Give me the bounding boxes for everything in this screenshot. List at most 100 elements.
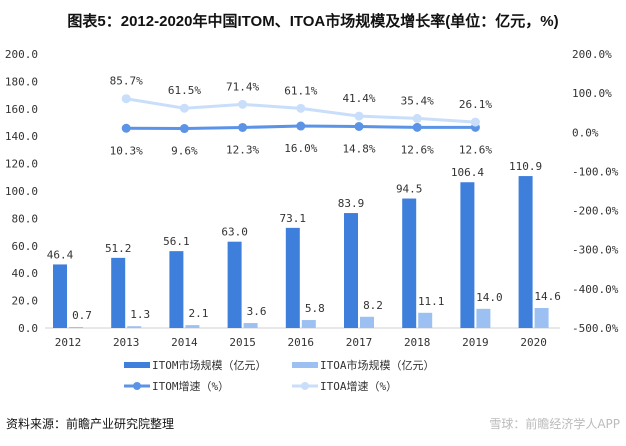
left-tick-label: 0.0: [18, 322, 38, 335]
bar-data-label: 14.0: [476, 291, 503, 304]
legend-marker: [301, 382, 309, 390]
left-tick-label: 60.0: [12, 240, 39, 253]
right-tick-label: -200.0%: [572, 205, 619, 218]
bar-itom: [285, 227, 300, 328]
bar-data-label: 2.1: [188, 307, 208, 320]
bar-itom: [402, 198, 417, 328]
bar-data-label: 106.4: [451, 166, 484, 179]
right-tick-label: -400.0%: [572, 283, 619, 296]
bar-data-label: 51.2: [105, 242, 132, 255]
line-point: [354, 111, 364, 121]
line-data-label: 71.4%: [226, 80, 259, 93]
right-tick-label: 200.0%: [572, 48, 612, 61]
left-tick-label: 20.0: [12, 295, 39, 308]
bar-data-label: 94.5: [396, 183, 423, 196]
legend-label: ITOM市场规模（亿元）: [152, 358, 267, 372]
bar-itoa: [127, 326, 142, 328]
bar-data-label: 14.6: [534, 290, 561, 303]
line-point: [121, 123, 131, 133]
x-tick-label: 2019: [462, 336, 489, 349]
line-data-label: 85.7%: [110, 75, 143, 88]
left-tick-label: 140.0: [5, 130, 38, 143]
right-tick-label: 100.0%: [572, 87, 612, 100]
line-data-label: 14.8%: [342, 142, 375, 155]
left-tick-label: 80.0: [12, 212, 39, 225]
bar-itoa: [185, 325, 200, 328]
bar-data-label: 46.4: [47, 248, 74, 261]
line-point: [354, 121, 364, 131]
line-data-label: 61.1%: [284, 84, 317, 97]
bar-itom: [460, 182, 475, 328]
line-data-label: 41.4%: [342, 92, 375, 105]
bar-itoa: [476, 308, 491, 328]
right-tick-label: -100.0%: [572, 165, 619, 178]
bar-data-label: 110.9: [509, 160, 542, 173]
line-data-label: 16.0%: [284, 142, 317, 155]
source-note: 资料来源：前瞻产业研究院整理: [6, 416, 174, 431]
x-tick-label: 2017: [346, 336, 373, 349]
bar-itoa: [301, 320, 316, 328]
bar-itom: [111, 257, 126, 328]
line-point: [179, 103, 189, 113]
x-tick-label: 2015: [229, 336, 256, 349]
bar-itoa: [360, 316, 374, 328]
x-tick-label: 2012: [55, 336, 82, 349]
legend-label: ITOA增速（%）: [320, 379, 397, 393]
x-tick-label: 2014: [171, 336, 198, 349]
bar-data-label: 1.3: [130, 308, 150, 321]
bar-itoa: [243, 323, 258, 328]
line-data-label: 12.6%: [401, 143, 434, 156]
line-data-label: 61.5%: [168, 84, 201, 97]
right-tick-label: -500.0%: [572, 322, 619, 335]
bar-data-label: 83.9: [338, 197, 365, 210]
watermark-text: 雪球：前瞻经济学人APP: [489, 416, 620, 431]
bar-itom: [53, 264, 67, 328]
bar-itoa: [69, 327, 83, 328]
bar-data-label: 5.8: [305, 302, 325, 315]
legend-marker: [133, 382, 141, 390]
bar-data-label: 56.1: [163, 235, 190, 248]
right-tick-label: 0.0%: [572, 126, 599, 139]
bar-itom: [227, 241, 242, 328]
x-tick-label: 2016: [288, 336, 315, 349]
bar-itom: [344, 213, 358, 328]
bar-data-label: 63.0: [221, 226, 248, 239]
left-tick-label: 160.0: [5, 103, 38, 116]
legend-label: ITOA市场规模（亿元）: [320, 358, 435, 372]
line-point: [121, 94, 131, 104]
line-data-label: 35.4%: [401, 94, 434, 107]
left-tick-label: 120.0: [5, 158, 38, 171]
x-tick-label: 2013: [113, 336, 140, 349]
legend-label: ITOM增速（%）: [152, 379, 229, 393]
line-point: [412, 122, 422, 132]
bar-data-label: 8.2: [363, 299, 383, 312]
bar-itom: [518, 176, 533, 328]
line-data-label: 10.3%: [110, 144, 143, 157]
right-tick-label: -300.0%: [572, 244, 619, 257]
bar-itom: [169, 251, 184, 328]
x-tick-label: 2018: [404, 336, 431, 349]
line-data-label: 12.3%: [226, 143, 259, 156]
left-tick-label: 100.0: [5, 185, 38, 198]
chart-title: 图表5：2012-2020年中国ITOM、ITOA市场规模及增长率(单位：亿元，…: [67, 12, 558, 30]
line-point: [296, 103, 306, 113]
bar-itoa: [534, 307, 549, 328]
bar-itoa: [418, 312, 433, 328]
bar-data-label: 73.1: [280, 212, 307, 225]
bar-data-label: 0.7: [72, 309, 92, 322]
line-point: [296, 121, 306, 131]
left-tick-label: 200.0: [5, 48, 38, 61]
x-tick-label: 2020: [520, 336, 547, 349]
line-data-label: 12.6%: [459, 143, 492, 156]
bar-data-label: 11.1: [418, 295, 445, 308]
left-tick-label: 40.0: [12, 267, 39, 280]
left-tick-label: 180.0: [5, 75, 38, 88]
bar-data-label: 3.6: [247, 305, 267, 318]
legend-swatch: [292, 362, 318, 368]
line-point: [470, 117, 480, 127]
line-point: [412, 113, 422, 123]
line-point: [238, 122, 248, 132]
line-point: [179, 124, 189, 134]
